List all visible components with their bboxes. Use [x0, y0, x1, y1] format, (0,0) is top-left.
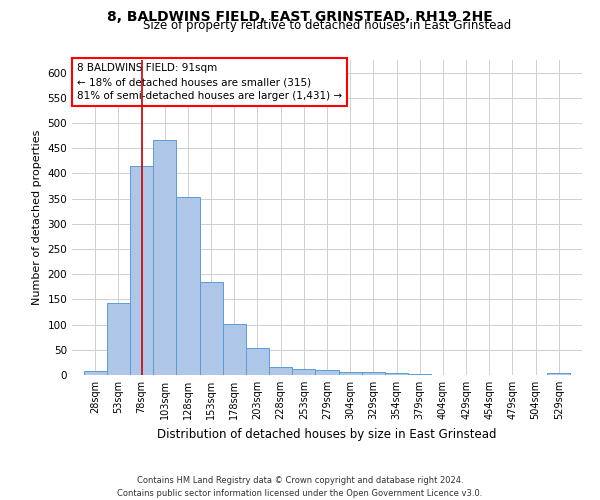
Text: 8 BALDWINS FIELD: 91sqm
← 18% of detached houses are smaller (315)
81% of semi-d: 8 BALDWINS FIELD: 91sqm ← 18% of detache…	[77, 63, 342, 101]
Bar	[83, 371, 107, 375]
Bar	[408, 374, 431, 375]
Bar	[223, 324, 246, 375]
Bar	[130, 166, 153, 375]
Text: 8, BALDWINS FIELD, EAST GRINSTEAD, RH19 2HE: 8, BALDWINS FIELD, EAST GRINSTEAD, RH19 …	[107, 10, 493, 24]
Bar	[176, 197, 199, 375]
Bar	[269, 367, 292, 375]
Bar	[246, 348, 269, 375]
Bar	[316, 370, 338, 375]
Bar	[292, 369, 316, 375]
Bar	[338, 372, 362, 375]
X-axis label: Distribution of detached houses by size in East Grinstead: Distribution of detached houses by size …	[157, 428, 497, 440]
Y-axis label: Number of detached properties: Number of detached properties	[32, 130, 42, 305]
Bar	[385, 373, 408, 375]
Bar	[362, 372, 385, 375]
Bar	[153, 140, 176, 375]
Bar	[107, 303, 130, 375]
Bar	[547, 373, 571, 375]
Title: Size of property relative to detached houses in East Grinstead: Size of property relative to detached ho…	[143, 20, 511, 32]
Text: Contains HM Land Registry data © Crown copyright and database right 2024.
Contai: Contains HM Land Registry data © Crown c…	[118, 476, 482, 498]
Bar	[199, 282, 223, 375]
